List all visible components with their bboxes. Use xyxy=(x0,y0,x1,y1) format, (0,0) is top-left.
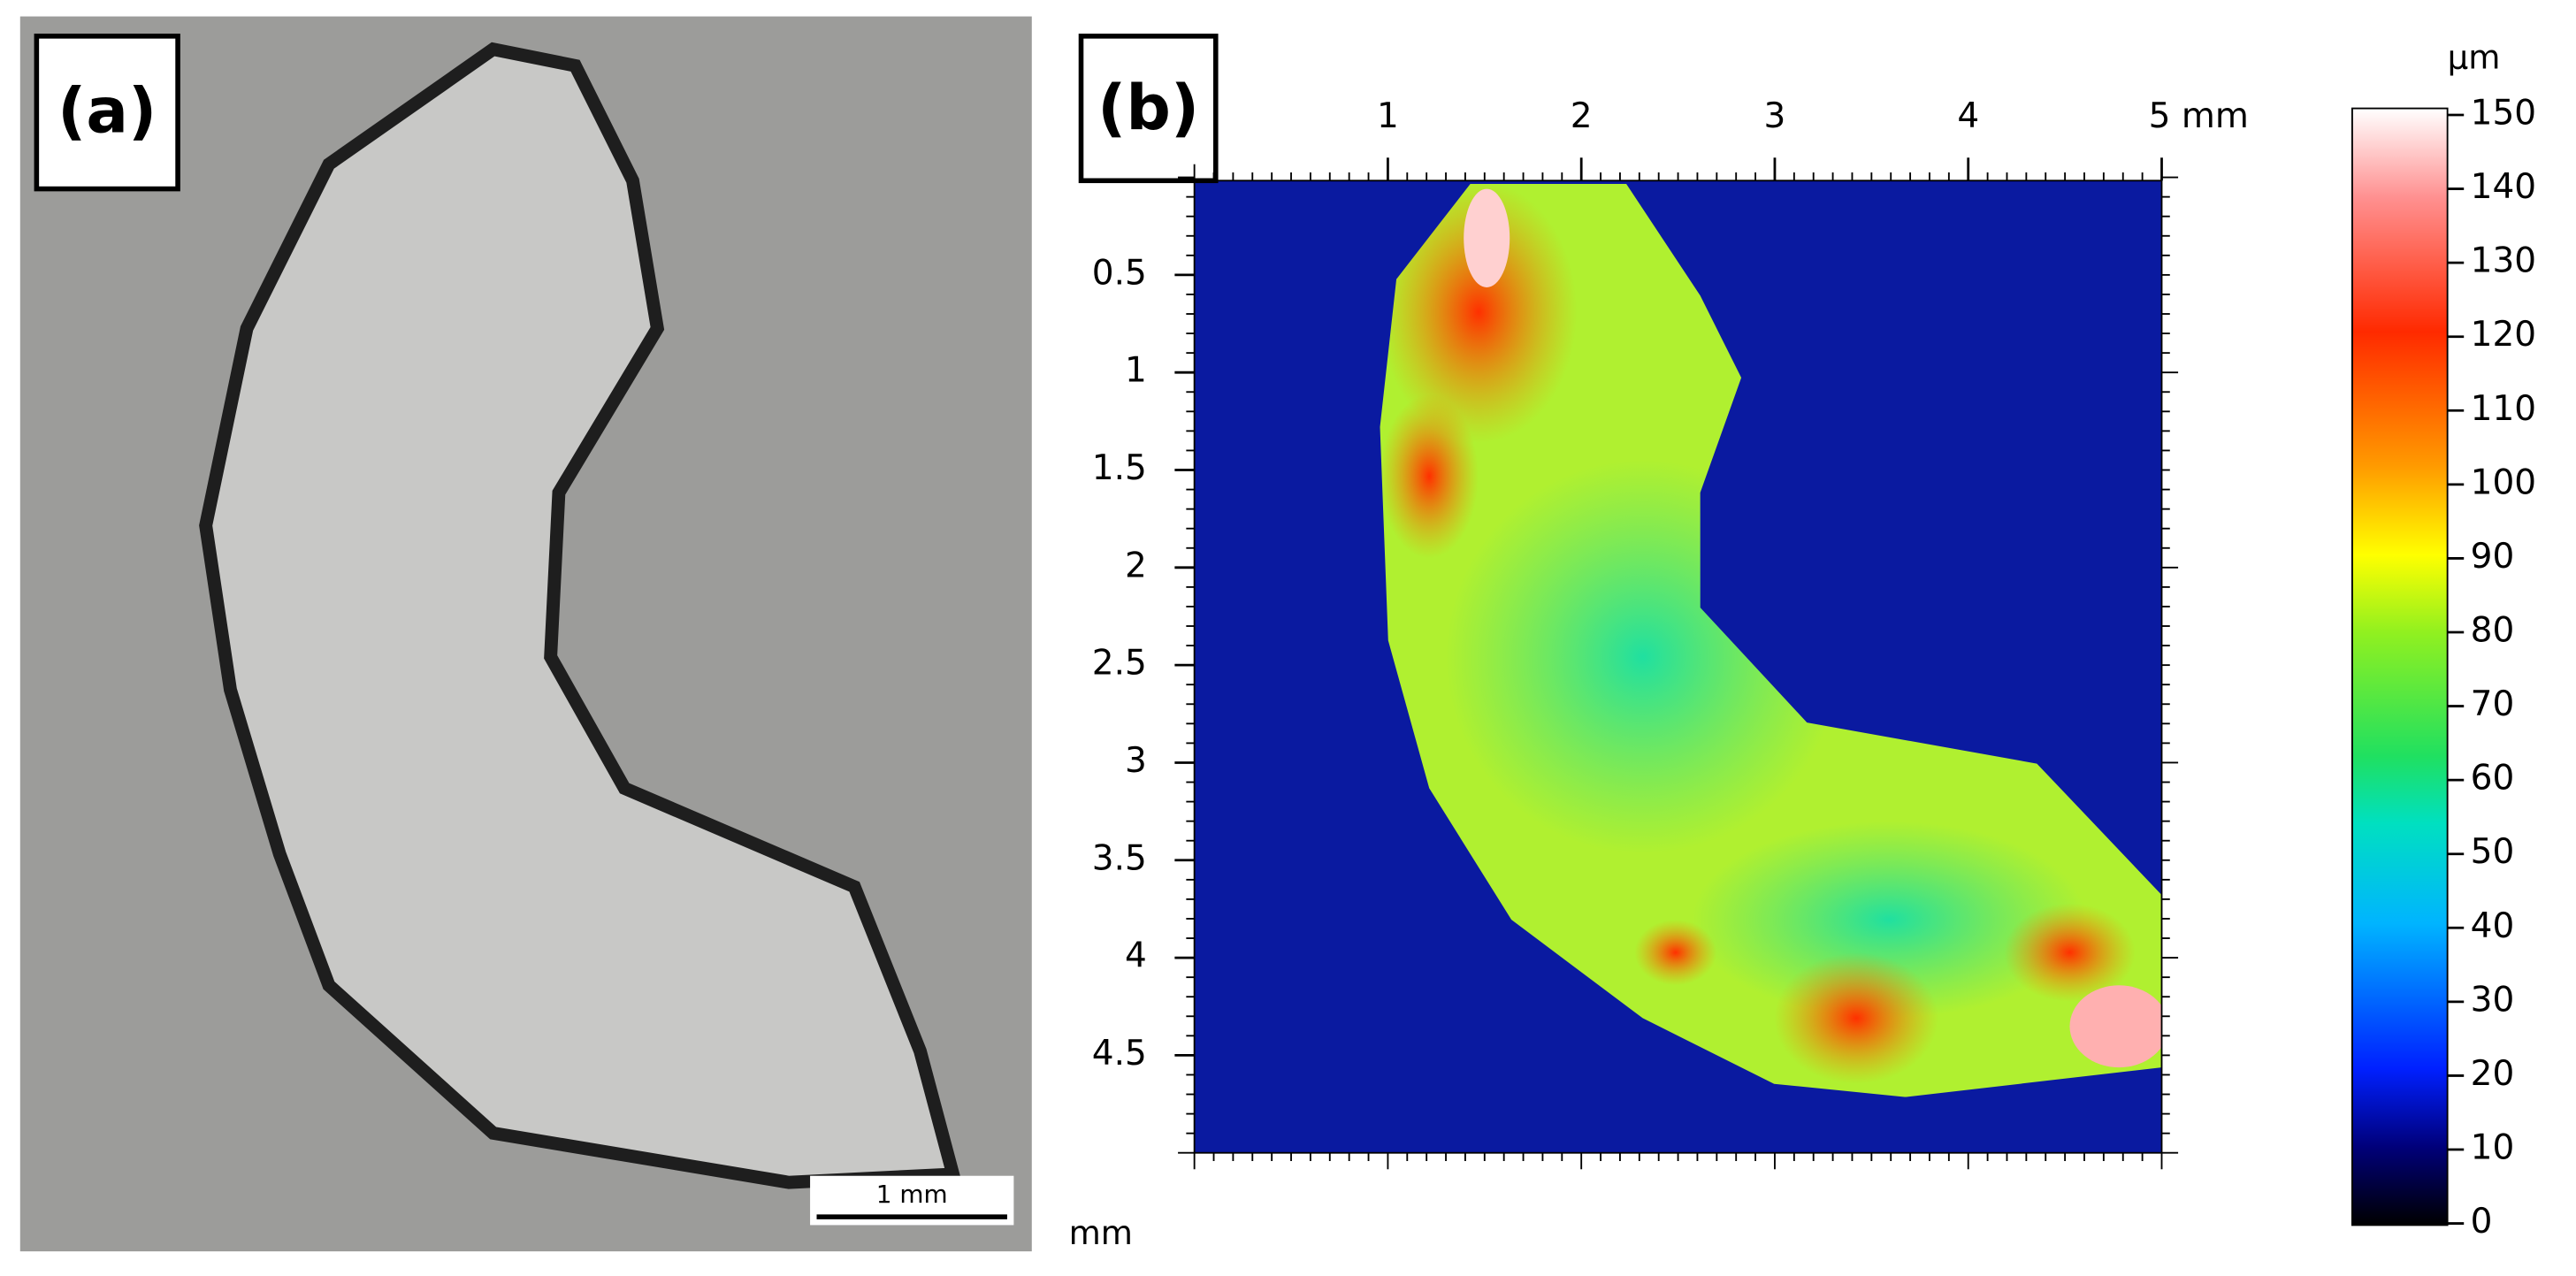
x-tick-label: 1 xyxy=(1377,96,1399,136)
y-tick-label: 1.5 xyxy=(1092,448,1147,488)
y-tick-label: 3.5 xyxy=(1092,838,1147,878)
label-box xyxy=(34,34,180,192)
colorbar-tick-label: 10 xyxy=(2471,1128,2515,1168)
colorbar-tick-label: 0 xyxy=(2471,1202,2493,1242)
x-tick-label: 4 xyxy=(1957,96,1979,136)
colorbar-tick-label: 100 xyxy=(2471,462,2536,502)
label-box xyxy=(1078,34,1219,184)
panel-label: (b) xyxy=(1097,71,1199,144)
y-tick-label: 4 xyxy=(1125,936,1147,976)
panel-label: (a) xyxy=(57,74,157,148)
colorbar-tick-label: 150 xyxy=(2471,94,2536,134)
colorbar-unit: µm xyxy=(2448,38,2501,76)
colorbar-tick-label: 60 xyxy=(2471,759,2515,798)
colorbar xyxy=(2351,107,2449,1226)
colorbar-tick-label: 140 xyxy=(2471,167,2536,207)
colorbar-tick-label: 110 xyxy=(2471,389,2536,429)
x-tick-label: 5 mm xyxy=(2149,96,2249,136)
y-tick-label: 2 xyxy=(1125,546,1147,585)
particle xyxy=(199,42,962,1189)
colorbar-tick-label: 40 xyxy=(2471,906,2515,946)
colorbar-tick-label: 30 xyxy=(2471,980,2515,1020)
colorbar-tick-label: 120 xyxy=(2471,315,2536,355)
y-tick-label: 0.5 xyxy=(1092,253,1147,293)
colorbar-tick-label: 80 xyxy=(2471,611,2515,651)
y-unit: mm xyxy=(1069,1214,1133,1252)
x-tick-label: 2 xyxy=(1571,96,1593,136)
y-tick-label: 2.5 xyxy=(1092,644,1147,684)
colorbar-tick-label: 70 xyxy=(2471,684,2515,724)
y-tick-label: 3 xyxy=(1125,741,1147,781)
colorbar-tick-label: 90 xyxy=(2471,537,2515,577)
x-tick-label: 3 xyxy=(1764,96,1786,136)
colorbar-tick-label: 130 xyxy=(2471,241,2536,281)
y-tick-label: 4.5 xyxy=(1092,1034,1147,1074)
y-tick-label: 1 xyxy=(1125,351,1147,391)
colorbar-tick-label: 20 xyxy=(2471,1054,2515,1094)
colorbar-tick-label: 50 xyxy=(2471,832,2515,872)
scale-bar-label: 1 mm xyxy=(876,1180,948,1209)
